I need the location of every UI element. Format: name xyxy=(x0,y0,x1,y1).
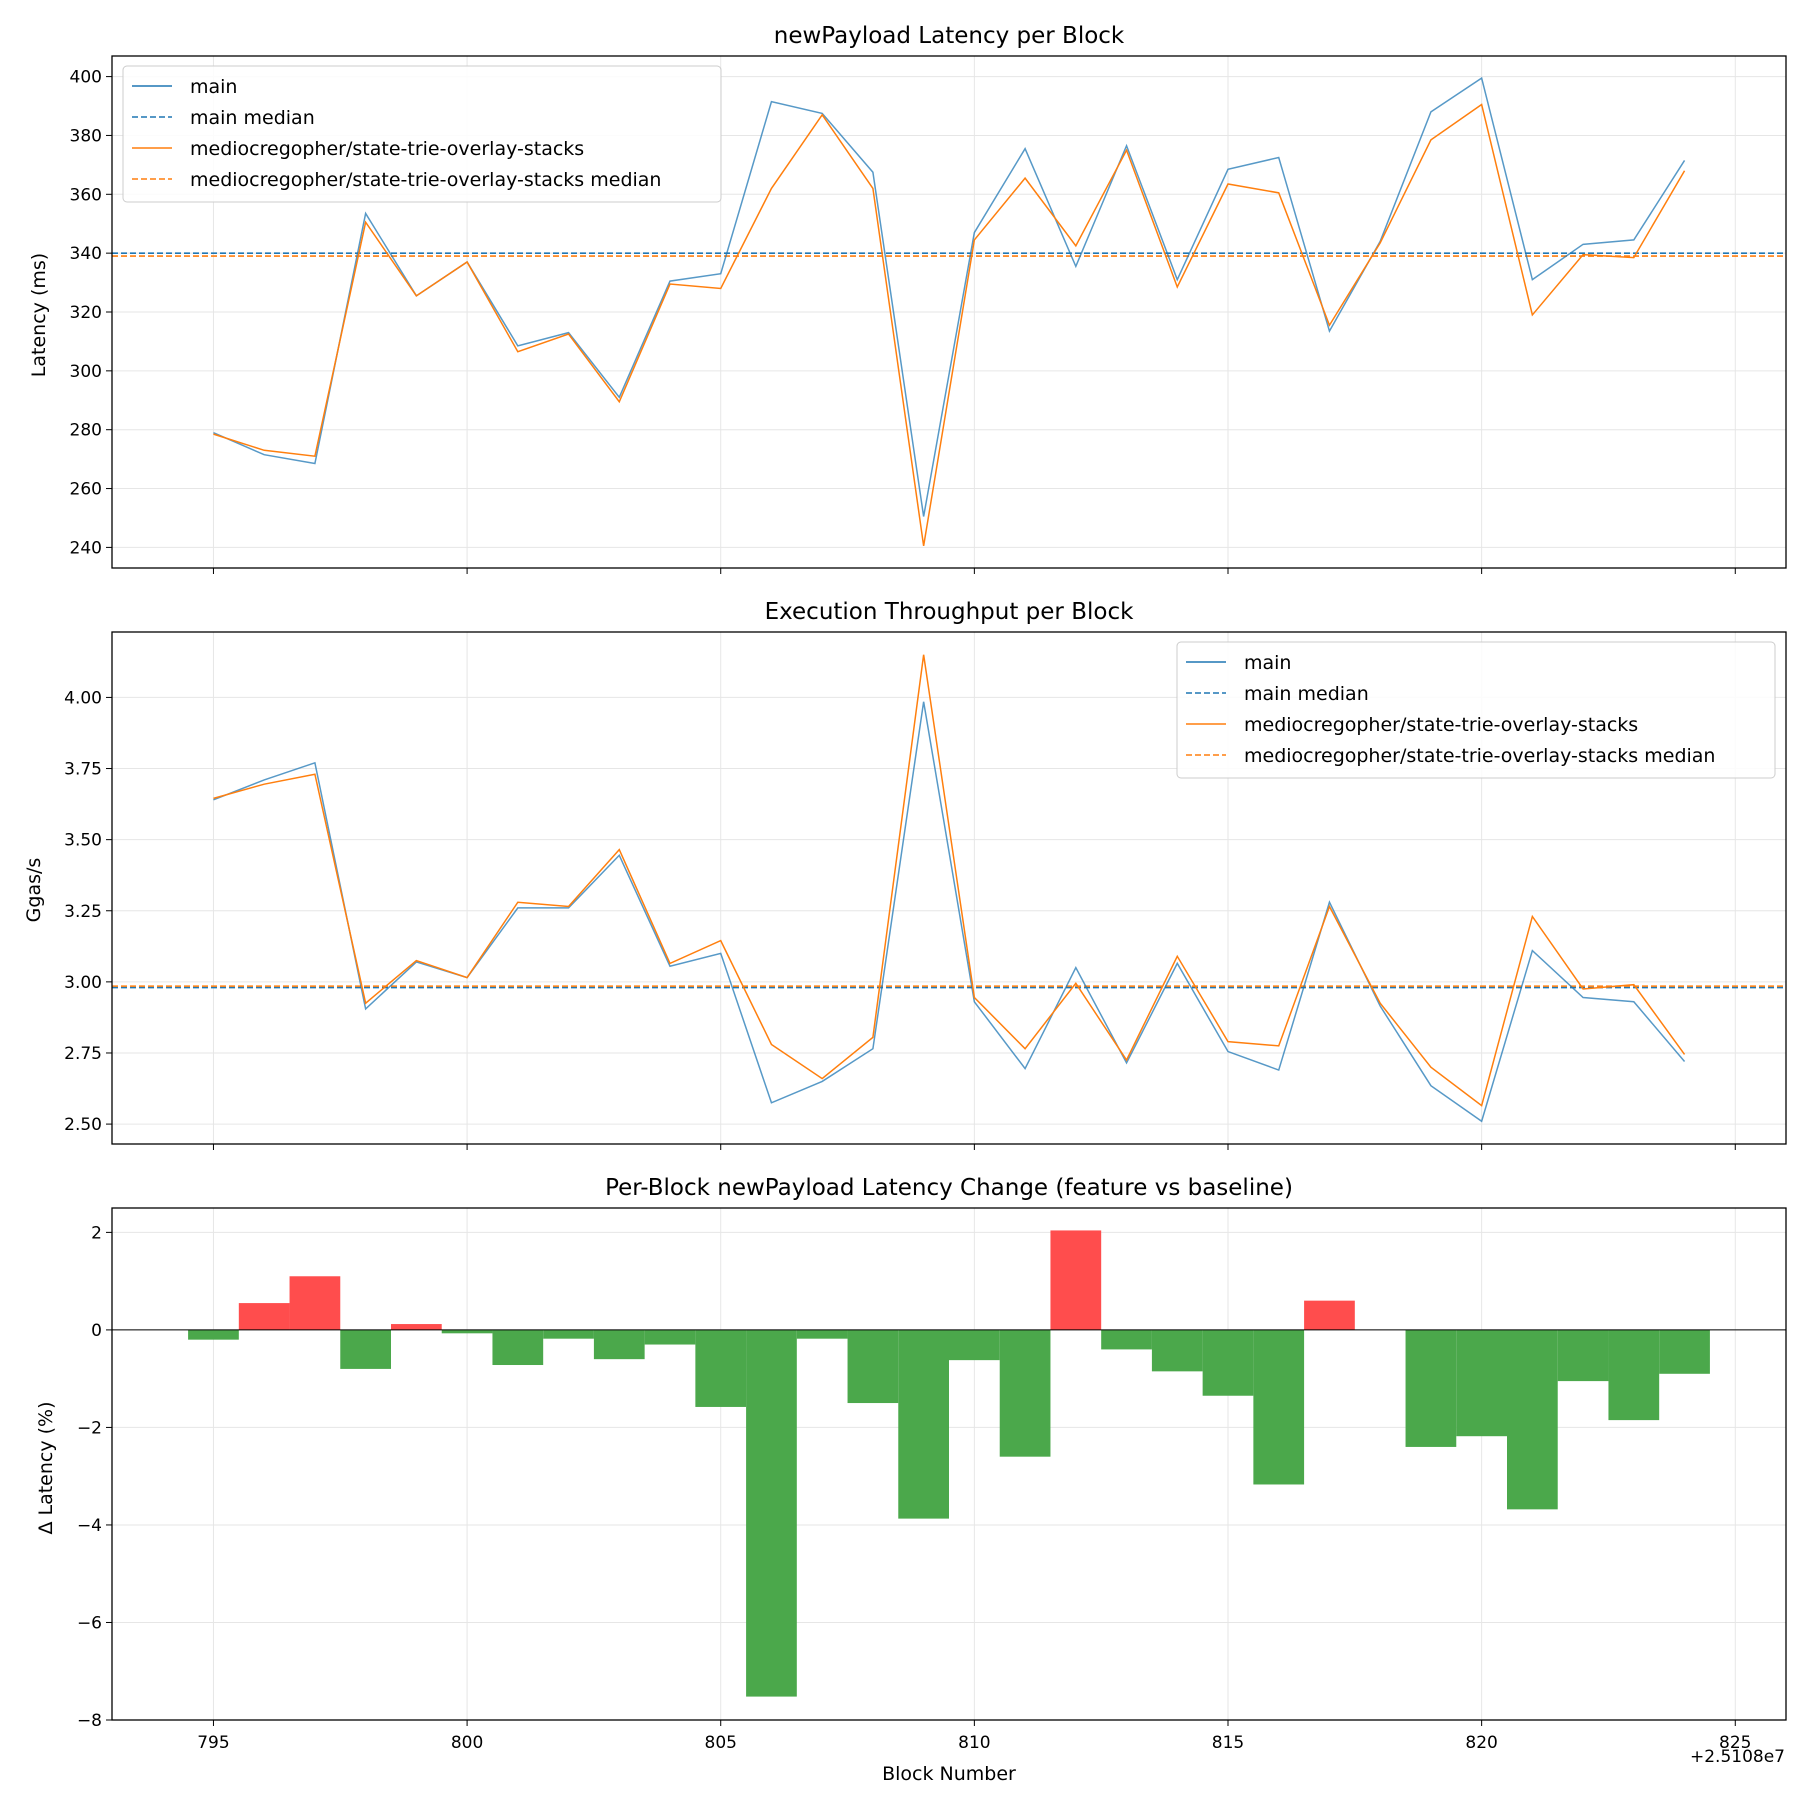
latency-decrease-bar xyxy=(1405,1329,1457,1447)
latency-increase-bar xyxy=(238,1303,290,1330)
latency-change-ytick-label: −2 xyxy=(77,1418,102,1438)
latency-panel-title: newPayload Latency per Block xyxy=(774,23,1125,49)
latency-plot-frame xyxy=(111,55,1787,569)
latency-decrease-bar xyxy=(492,1329,544,1366)
latency-change-ticks: −8 −6 −4 −2 0 2 795 800 805 810 815 820 825 xyxy=(77,1223,1752,1753)
latency-change-xtick-label: 825 xyxy=(1719,1733,1751,1753)
latency-decrease-bar xyxy=(1101,1329,1152,1350)
latency-change-xtick-label: 820 xyxy=(1465,1733,1497,1753)
latency-change-ytick-label: −8 xyxy=(77,1711,102,1731)
legend-box xyxy=(1176,641,1776,779)
throughput-y-axis-label: Ggas/s xyxy=(23,858,45,923)
throughput-ticks: 2.50 2.75 3.00 3.25 3.50 3.75 4.00 xyxy=(64,688,1736,1150)
throughput-series xyxy=(213,654,1686,1123)
latency-decrease-bar xyxy=(1202,1329,1254,1396)
legend-label: main xyxy=(1244,652,1291,674)
latency-change-bars xyxy=(188,1230,1710,1697)
latency-decrease-bar xyxy=(695,1329,747,1407)
latency-decrease-bar xyxy=(188,1329,239,1340)
latency-change-xtick-label: 800 xyxy=(451,1733,483,1753)
latency-ytick-label: 360 xyxy=(70,185,102,205)
latency-ytick-label: 340 xyxy=(70,244,102,264)
latency-ytick-label: 240 xyxy=(70,538,102,558)
latency-ytick-label: 380 xyxy=(70,126,102,146)
latency-change-xtick-label: 795 xyxy=(197,1733,229,1753)
throughput-ytick-label: 3.50 xyxy=(64,831,102,851)
latency-increase-bar xyxy=(289,1276,341,1330)
feature-series-line xyxy=(213,654,1686,1107)
legend-label: mediocregopher/state-trie-overlay-stacks xyxy=(190,138,584,160)
throughput-panel: Execution Throughput per Block Ggas/s 2.… xyxy=(23,599,1787,1150)
latency-decrease-bar xyxy=(593,1329,645,1360)
latency-decrease-bar xyxy=(999,1329,1051,1457)
legend-label: mediocregopher/state-trie-overlay-stacks xyxy=(1244,714,1638,736)
latency-change-ytick-label: 2 xyxy=(91,1223,102,1243)
latency-increase-bar xyxy=(1050,1230,1102,1330)
latency-decrease-bar xyxy=(441,1329,493,1334)
latency-change-panel: Per-Block newPayload Latency Change (fea… xyxy=(35,1175,1787,1753)
latency-increase-bar xyxy=(391,1324,442,1330)
latency-decrease-bar xyxy=(746,1329,797,1697)
x-axis-offset-label: +2.5108e7 xyxy=(1690,1747,1785,1767)
throughput-plot-frame xyxy=(111,631,1787,1145)
latency-decrease-bar xyxy=(796,1329,848,1339)
latency-ytick-label: 400 xyxy=(70,68,102,88)
legend-label: main median xyxy=(1244,683,1369,705)
throughput-ytick-label: 4.00 xyxy=(64,688,102,708)
latency-ytick-label: 300 xyxy=(70,362,102,382)
latency-decrease-bar xyxy=(847,1329,899,1404)
x-axis-label: Block Number xyxy=(882,1763,1016,1785)
latency-change-xtick-label: 810 xyxy=(958,1733,990,1753)
throughput-ytick-label: 3.25 xyxy=(64,902,102,922)
legend-label: mediocregopher/state-trie-overlay-stacks… xyxy=(190,169,661,191)
throughput-ytick-label: 2.50 xyxy=(64,1115,102,1135)
throughput-legend: main main median mediocregopher/state-trie… xyxy=(1176,641,1776,779)
throughput-ytick-label: 3.75 xyxy=(64,760,102,780)
throughput-panel-title: Execution Throughput per Block xyxy=(765,599,1134,625)
latency-decrease-bar xyxy=(340,1329,391,1369)
latency-change-ytick-label: −6 xyxy=(77,1613,102,1633)
latency-change-y-axis-label: Δ Latency (%) xyxy=(35,1401,57,1534)
latency-decrease-bar xyxy=(898,1329,949,1519)
latency-change-ytick-label: −4 xyxy=(77,1516,102,1536)
feature-series-line xyxy=(213,103,1686,547)
latency-decrease-bar xyxy=(1507,1329,1558,1510)
latency-decrease-bar xyxy=(644,1329,696,1345)
legend-label: main xyxy=(190,76,237,98)
latency-ticks: 240 260 280 300 320 340 360 380 400 xyxy=(70,68,1736,574)
latency-ytick-label: 280 xyxy=(70,421,102,441)
latency-change-panel-title: Per-Block newPayload Latency Change (fea… xyxy=(605,1175,1293,1201)
legend-box xyxy=(122,65,722,203)
latency-decrease-bar xyxy=(1151,1329,1203,1372)
throughput-ytick-label: 2.75 xyxy=(64,1044,102,1064)
latency-decrease-bar xyxy=(543,1329,594,1339)
latency-decrease-bar xyxy=(1253,1329,1305,1485)
latency-decrease-bar xyxy=(949,1329,1000,1361)
latency-change-ytick-label: 0 xyxy=(91,1321,102,1341)
latency-y-axis-label: Latency (ms) xyxy=(28,253,50,377)
latency-panel: newPayload Latency per Block Latency (ms… xyxy=(28,23,1787,574)
latency-change-xtick-label: 815 xyxy=(1212,1733,1244,1753)
latency-ytick-label: 320 xyxy=(70,303,102,323)
latency-change-xtick-label: 805 xyxy=(705,1733,737,1753)
latency-decrease-bar xyxy=(1659,1329,1710,1374)
legend-label: mediocregopher/state-trie-overlay-stacks… xyxy=(1244,745,1715,767)
legend-label: main median xyxy=(190,107,315,129)
latency-series xyxy=(213,76,1686,547)
latency-legend: main main median mediocregopher/state-trie… xyxy=(122,65,722,203)
latency-increase-bar xyxy=(1304,1300,1355,1330)
throughput-ytick-label: 3.00 xyxy=(64,973,102,993)
latency-ytick-label: 260 xyxy=(70,480,102,500)
latency-decrease-bar xyxy=(1557,1329,1609,1382)
latency-decrease-bar xyxy=(1456,1329,1507,1437)
latency-median-lines xyxy=(112,252,1786,257)
latency-change-plot-frame xyxy=(111,1207,1787,1721)
latency-decrease-bar xyxy=(1608,1329,1660,1421)
